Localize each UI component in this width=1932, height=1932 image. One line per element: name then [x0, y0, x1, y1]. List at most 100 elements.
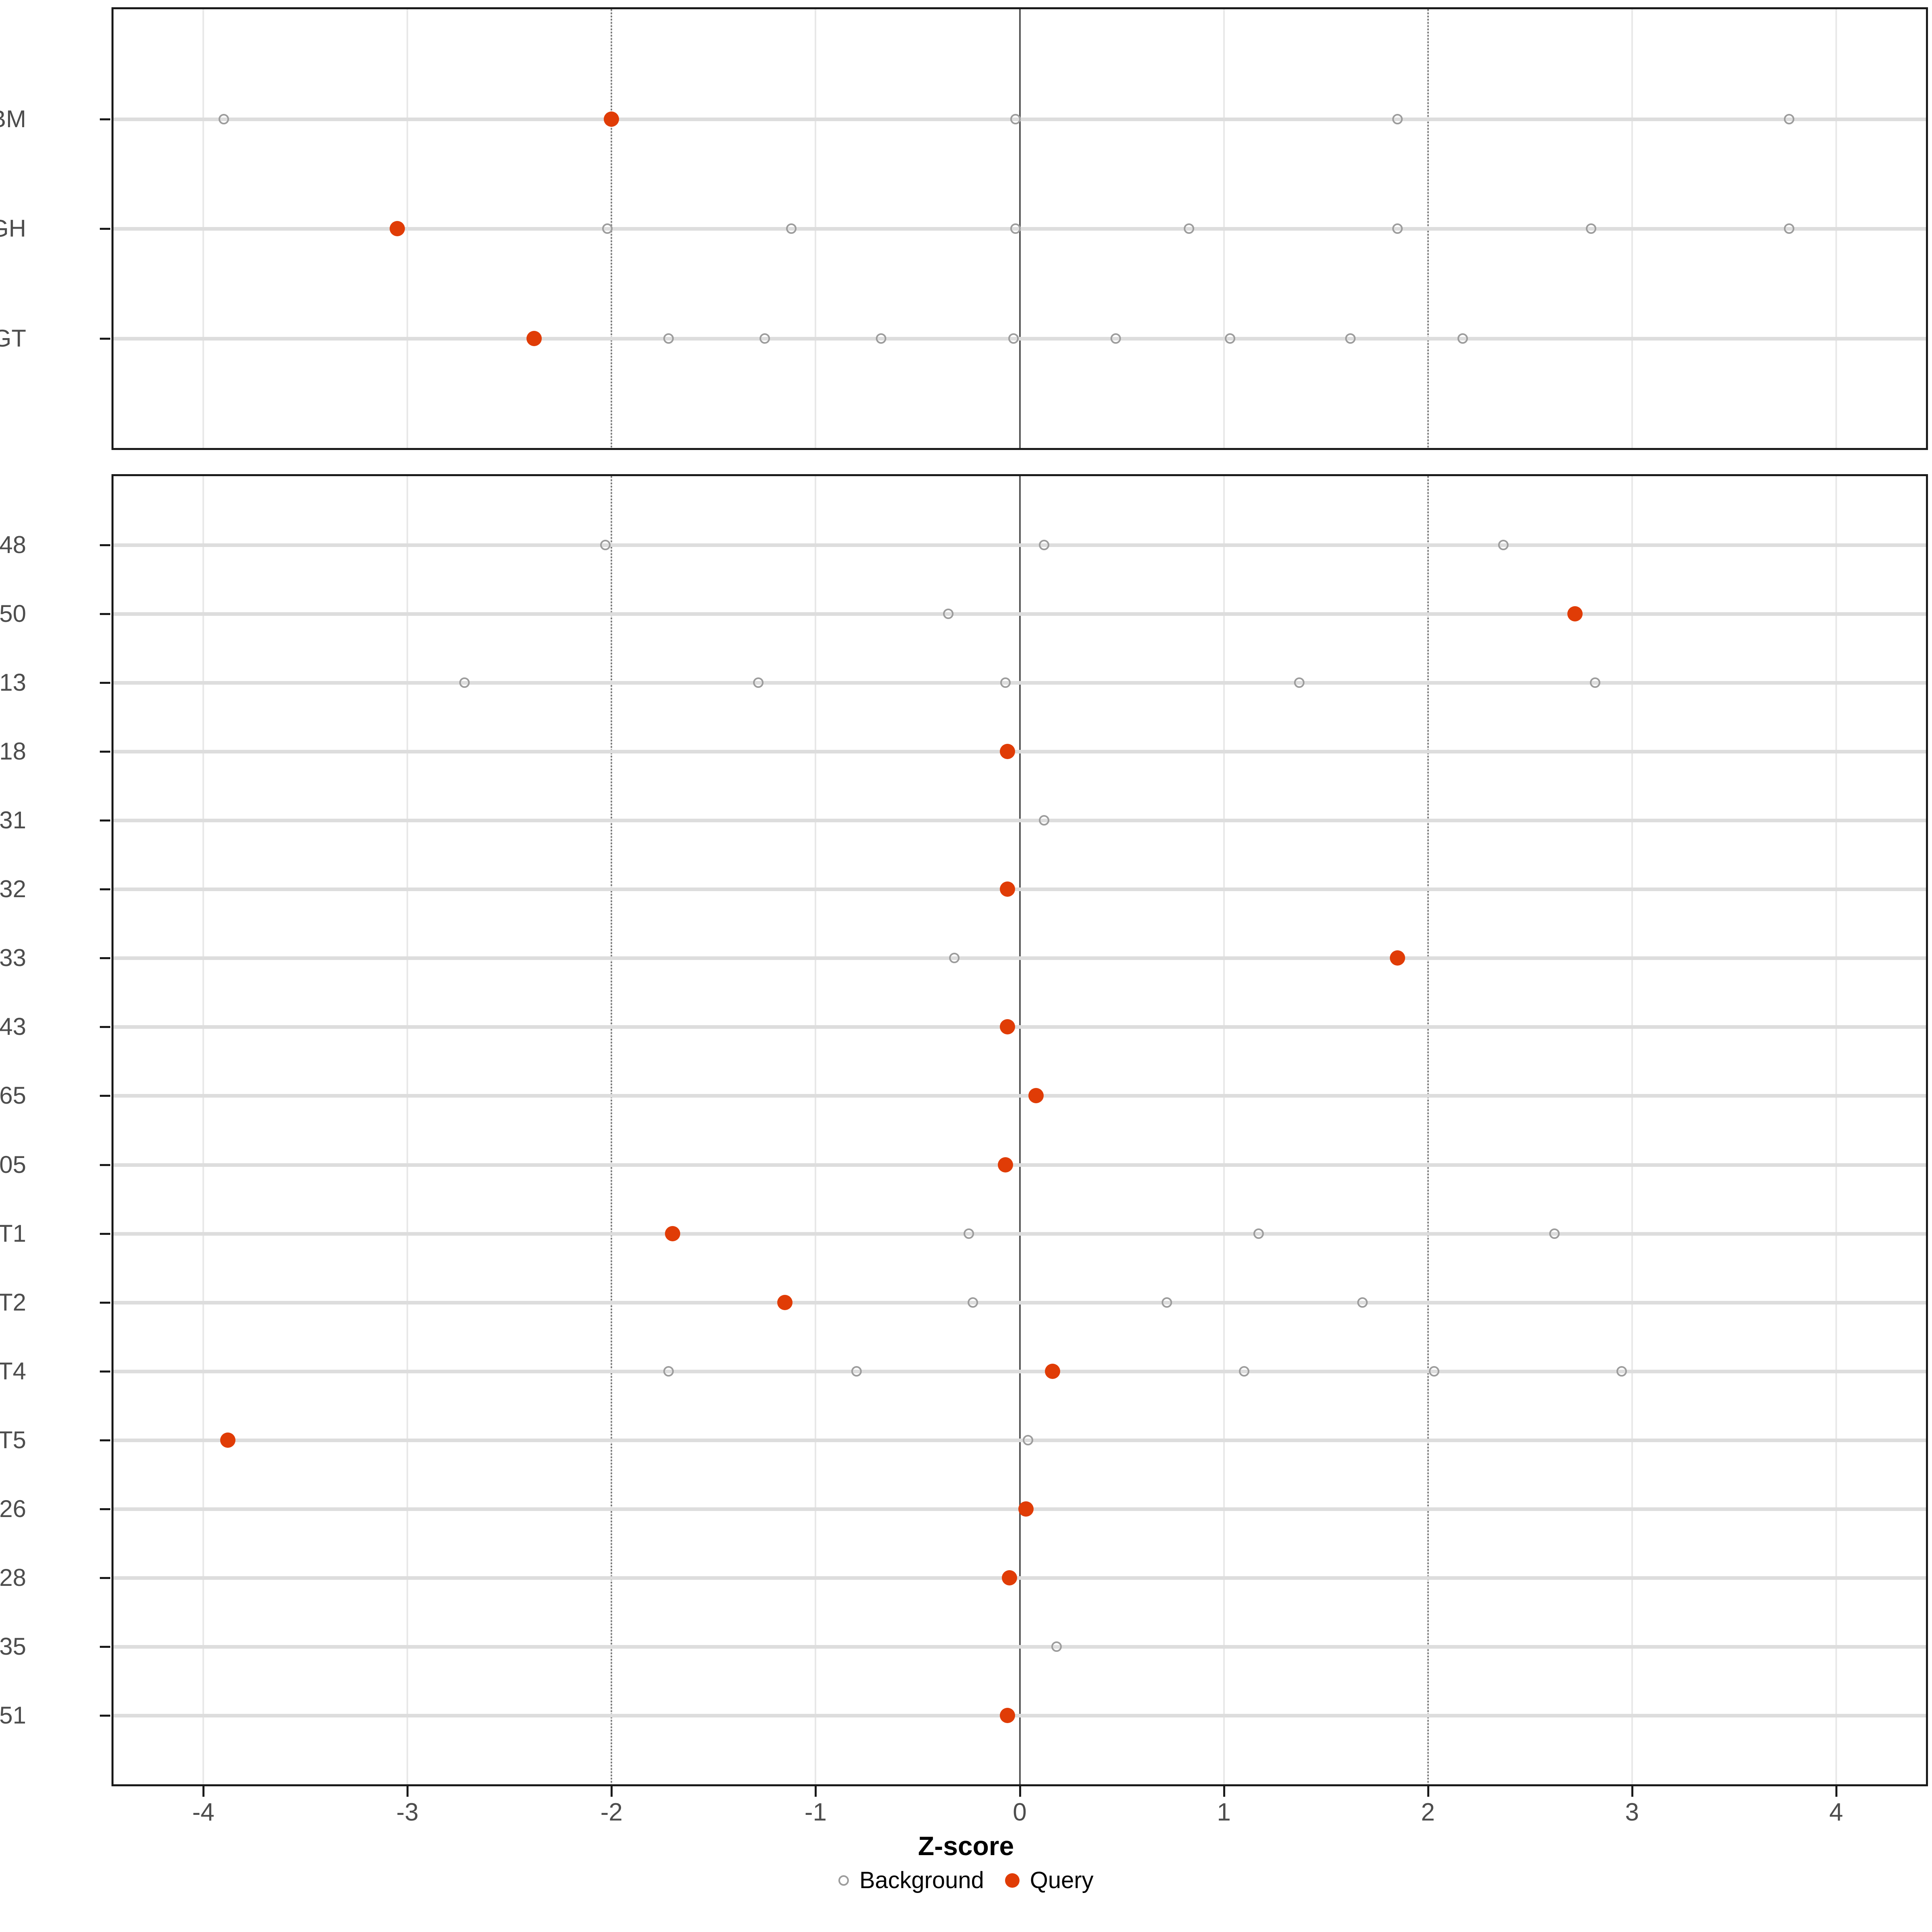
data-point-query[interactable] [1018, 1501, 1034, 1517]
data-point-background[interactable] [1428, 1366, 1439, 1377]
data-point-background[interactable] [1392, 223, 1403, 234]
data-point-query[interactable] [1567, 606, 1583, 622]
data-point-background[interactable] [1239, 1366, 1250, 1377]
data-point-query[interactable] [389, 221, 405, 236]
y-axis-tick [100, 1301, 110, 1304]
vertical-gridline [1835, 476, 1837, 1784]
row-gridline [114, 750, 1926, 754]
x-axis-label-4: 4 [1829, 1798, 1843, 1826]
y-axis-label-GH18: GH18 [0, 738, 26, 765]
data-point-background[interactable] [943, 609, 954, 619]
data-point-query[interactable] [604, 111, 619, 127]
legend-label-background: Background [859, 1867, 984, 1893]
x-axis-label-2: 2 [1421, 1798, 1435, 1826]
data-point-background[interactable] [1345, 333, 1356, 344]
y-axis-tick [100, 228, 110, 230]
data-point-background[interactable] [1161, 1297, 1172, 1308]
data-point-query[interactable] [1389, 950, 1405, 966]
data-point-background[interactable] [1253, 1228, 1264, 1239]
row-gridline [114, 1232, 1926, 1236]
data-point-background[interactable] [1039, 815, 1050, 826]
data-point-background[interactable] [218, 114, 229, 124]
x-axis-tick [407, 1786, 409, 1797]
data-point-background[interactable] [786, 223, 797, 234]
legend: Background Query [0, 1867, 1932, 1894]
data-point-background[interactable] [1110, 333, 1121, 344]
data-point-background[interactable] [851, 1366, 862, 1377]
data-point-background[interactable] [1010, 223, 1021, 234]
data-point-query[interactable] [1028, 1088, 1044, 1104]
y-axis-label-GH33: GH33 [0, 944, 26, 972]
y-axis-label-GT: GT [0, 324, 26, 352]
data-point-background[interactable] [1224, 333, 1235, 344]
x-axis-tick [611, 1786, 613, 1797]
data-point-query[interactable] [998, 1157, 1013, 1172]
data-point-query[interactable] [1044, 1363, 1060, 1379]
data-point-background[interactable] [1000, 677, 1011, 688]
data-point-query[interactable] [1002, 1570, 1018, 1585]
row-gridline [114, 1438, 1926, 1442]
y-axis-label-GH32: GH32 [0, 875, 26, 903]
y-axis-label-GT5: GT5 [0, 1426, 26, 1453]
data-point-query[interactable] [1000, 744, 1016, 760]
vertical-gridline [815, 476, 817, 1784]
data-point-background[interactable] [1616, 1366, 1627, 1377]
data-point-background[interactable] [1039, 540, 1050, 551]
vertical-gridline [1223, 476, 1225, 1784]
data-point-background[interactable] [663, 333, 674, 344]
data-point-query[interactable] [1000, 1019, 1016, 1035]
y-axis-label-GH43: GH43 [0, 1013, 26, 1040]
data-point-background[interactable] [1549, 1228, 1560, 1239]
data-point-background[interactable] [759, 333, 770, 344]
data-point-background[interactable] [1010, 114, 1021, 124]
x-axis-label--4: -4 [192, 1798, 215, 1826]
data-point-background[interactable] [1008, 333, 1019, 344]
legend-item-background[interactable]: Background [838, 1867, 984, 1894]
data-point-background[interactable] [1294, 677, 1305, 688]
data-point-background[interactable] [963, 1228, 974, 1239]
data-point-background[interactable] [1457, 333, 1468, 344]
y-axis-tick [100, 544, 110, 547]
data-point-background[interactable] [1357, 1297, 1368, 1308]
data-point-query[interactable] [777, 1294, 793, 1310]
row-gridline [114, 1576, 1926, 1580]
legend-label-query: Query [1030, 1867, 1094, 1893]
y-axis-label-GH105: GH105 [0, 1151, 26, 1178]
y-axis-label-GT2: GT2 [0, 1288, 26, 1316]
data-point-background[interactable] [1498, 540, 1509, 551]
y-axis-tick [100, 1026, 110, 1028]
data-point-background[interactable] [1392, 114, 1403, 124]
data-point-background[interactable] [1184, 223, 1195, 234]
data-point-background[interactable] [459, 677, 470, 688]
data-point-query[interactable] [1000, 881, 1016, 897]
data-point-query[interactable] [526, 330, 542, 346]
data-point-query[interactable] [665, 1226, 681, 1241]
y-axis-label-GT4: GT4 [0, 1357, 26, 1385]
data-point-background[interactable] [600, 540, 611, 551]
y-axis-label-CBM48: CBM48 [0, 531, 26, 559]
data-point-background[interactable] [1051, 1641, 1062, 1652]
x-axis-label--1: -1 [804, 1798, 827, 1826]
data-point-query[interactable] [220, 1432, 236, 1448]
reference-line--2 [611, 476, 613, 1784]
data-point-background[interactable] [1586, 223, 1597, 234]
data-point-background[interactable] [1590, 677, 1601, 688]
data-point-background[interactable] [949, 953, 960, 964]
y-axis-label-GH: GH [0, 215, 26, 242]
y-axis-tick [100, 1508, 110, 1510]
data-point-background[interactable] [1022, 1435, 1033, 1445]
x-axis-tick [202, 1786, 205, 1797]
data-point-background[interactable] [875, 333, 886, 344]
data-point-background[interactable] [663, 1366, 674, 1377]
data-point-query[interactable] [1000, 1707, 1016, 1723]
data-point-background[interactable] [1784, 223, 1795, 234]
data-point-background[interactable] [753, 677, 764, 688]
row-gridline [114, 543, 1926, 547]
y-axis-label-GH65: GH65 [0, 1082, 26, 1109]
data-point-background[interactable] [967, 1297, 978, 1308]
data-point-background[interactable] [602, 223, 613, 234]
legend-item-query[interactable]: Query [1005, 1867, 1094, 1894]
filled-circle-icon [1005, 1873, 1020, 1888]
data-point-background[interactable] [1784, 114, 1795, 124]
y-axis-tick [100, 1095, 110, 1097]
